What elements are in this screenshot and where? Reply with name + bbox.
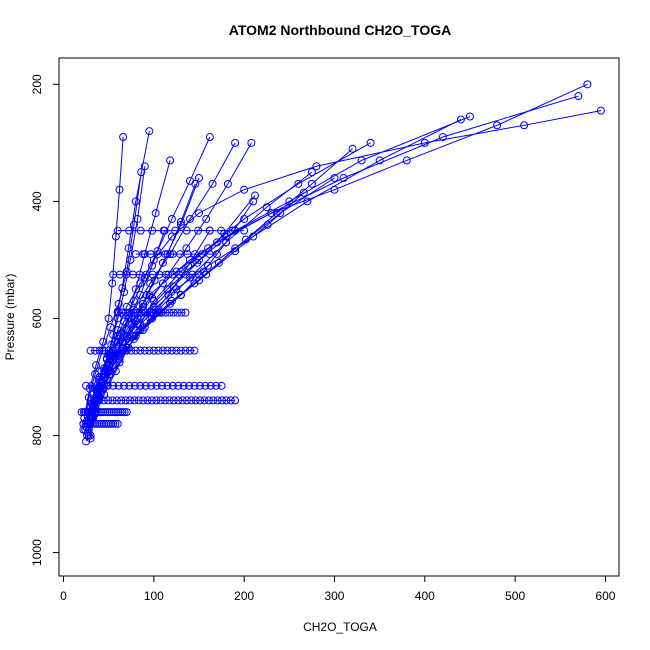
y-tick-label: 200 [30,74,44,94]
x-tick-label: 100 [144,589,164,603]
y-tick-label: 600 [30,308,44,328]
x-tick-label: 300 [324,589,344,603]
y-tick-label: 800 [30,425,44,445]
x-tick-label: 400 [415,589,435,603]
x-tick-label: 200 [234,589,254,603]
y-tick-label: 400 [30,191,44,211]
y-axis: 200 400 600 800 1000 [30,74,59,566]
profile-line [84,172,141,418]
y-axis-label: Pressure (mbar) [3,274,17,361]
x-tick-label: 500 [505,589,525,603]
x-tick-label: 600 [595,589,615,603]
plot-frame [59,58,619,576]
observation-points [78,81,604,445]
profile-line [92,178,335,418]
x-tick-label: 0 [60,589,67,603]
profile-line [83,117,470,424]
x-axis: 0 100 200 300 400 500 600 [60,576,616,603]
x-axis-label: CH2O_TOGA [303,620,377,634]
y-tick-label: 1000 [30,539,44,566]
chart-title: ATOM2 Northbound CH2O_TOGA [229,22,451,38]
